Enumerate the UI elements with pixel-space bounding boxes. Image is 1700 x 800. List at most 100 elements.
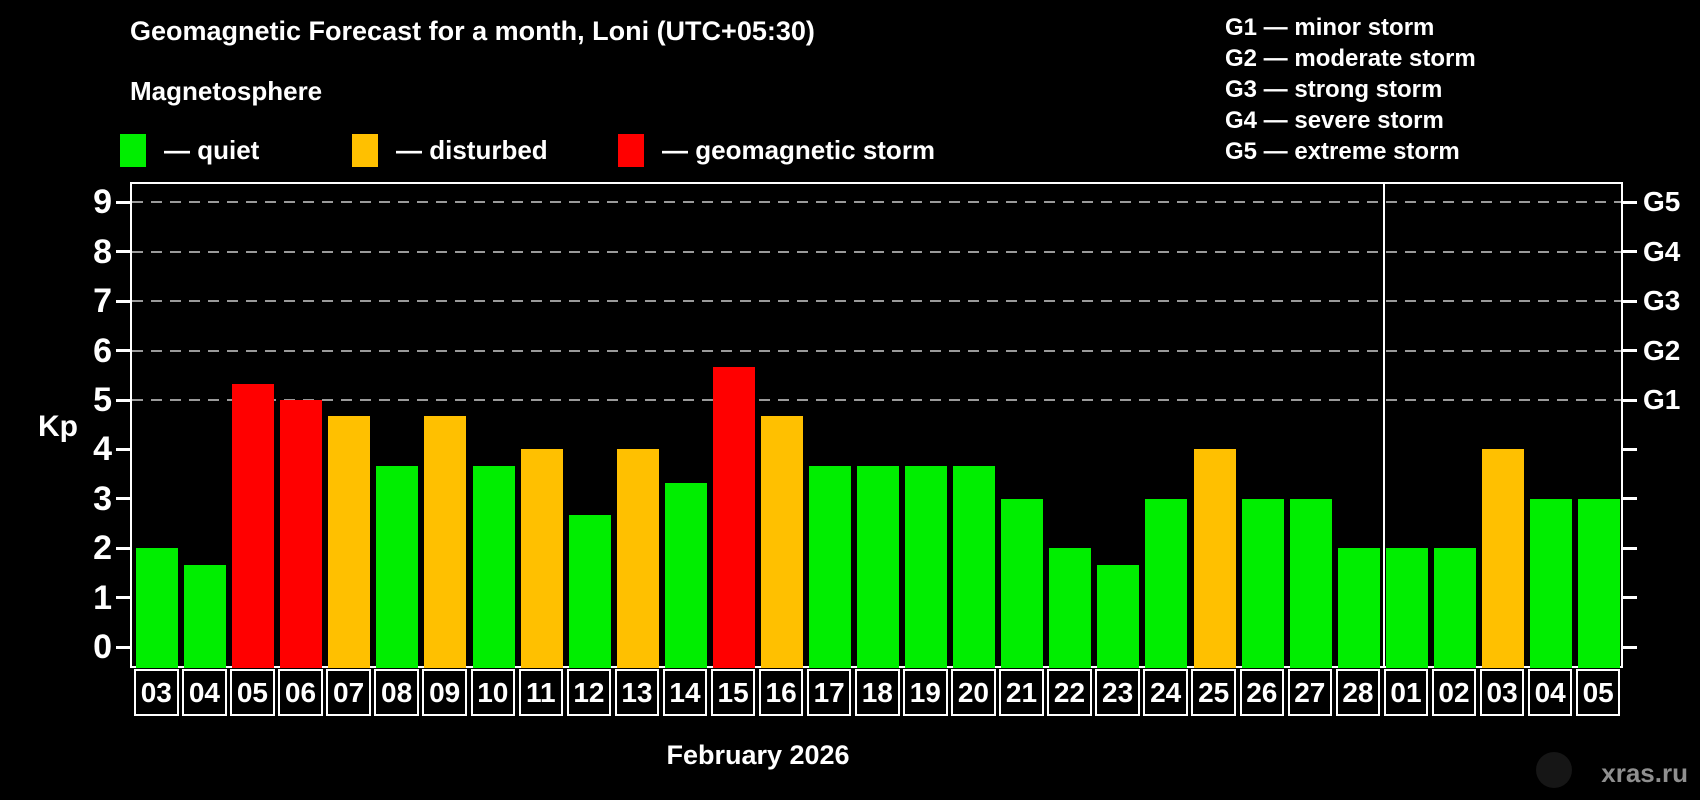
legend-item-disturbed: — disturbed	[352, 133, 548, 167]
kp-bar-28	[1337, 548, 1380, 668]
kp-bar-03	[1481, 449, 1524, 668]
right-axis-label-g4: G4	[1643, 235, 1681, 267]
legend-item-storm: — geomagnetic storm	[618, 133, 935, 167]
kp-bar-04	[184, 564, 227, 668]
right-axis-label-g1: G1	[1643, 384, 1681, 415]
date-label-feb-27: 27	[1287, 669, 1333, 716]
date-label-feb-03: 03	[134, 669, 179, 716]
storm-scale-legend-line: G3 — strong storm	[1225, 76, 1443, 103]
y-axis-tick	[116, 546, 130, 550]
gridline-kp8	[132, 250, 1621, 253]
storm-color-swatch	[618, 133, 644, 167]
y-axis-tick	[116, 596, 130, 600]
date-label-feb-21: 21	[999, 669, 1044, 716]
kp-bar-05	[232, 383, 275, 668]
y-axis-title: Kp	[38, 410, 78, 443]
right-axis-label-g2: G2	[1643, 334, 1681, 366]
y-axis-tick-label: 3	[93, 479, 112, 518]
disturbed-color-swatch	[352, 133, 378, 167]
date-label-feb-04: 04	[182, 669, 227, 716]
kp-bar-26	[1241, 498, 1284, 668]
kp-bar-27	[1289, 498, 1332, 668]
y-axis-tick	[116, 447, 130, 451]
date-label-feb-13: 13	[614, 669, 660, 716]
gridline-kp6	[132, 349, 1621, 352]
date-label-mar-05: 05	[1575, 669, 1621, 716]
kp-bar-25	[1193, 449, 1236, 668]
date-label-feb-10: 10	[470, 669, 516, 716]
right-axis-tick	[1623, 497, 1637, 501]
chart-title: Geomagnetic Forecast for a month, Loni (…	[130, 16, 815, 46]
kp-bar-20	[953, 465, 996, 668]
kp-bar-13	[616, 449, 659, 668]
kp-bar-23	[1097, 564, 1140, 668]
legend-label: — quiet	[164, 134, 260, 165]
right-axis-label-g5: G5	[1643, 186, 1681, 218]
date-label-feb-14: 14	[662, 669, 708, 716]
kp-bar-18	[857, 465, 899, 668]
y-axis-tick-label: 4	[93, 430, 112, 469]
date-label-feb-11: 11	[518, 669, 564, 716]
kp-bar-03	[136, 548, 178, 668]
right-axis-tick	[1623, 596, 1637, 600]
quiet-color-swatch	[120, 133, 146, 167]
right-axis-tick	[1623, 447, 1637, 451]
y-axis-tick-label: 0	[93, 628, 112, 666]
kp-bar-21	[1001, 498, 1044, 668]
kp-bar-02	[1433, 548, 1476, 668]
kp-bar-12	[568, 515, 611, 668]
storm-scale-legend-line: G5 — extreme storm	[1225, 138, 1460, 165]
storm-scale-legend: G1 — minor storm G2 — moderate storm G3 — …	[1225, 12, 1476, 167]
date-label-feb-22: 22	[1047, 669, 1092, 716]
date-label-feb-06: 06	[278, 669, 323, 716]
storm-scale-legend-line: G4 — severe storm	[1225, 107, 1444, 134]
date-label-feb-07: 07	[326, 669, 371, 716]
y-axis-tick	[116, 497, 130, 501]
gridline-kp9	[132, 201, 1621, 204]
right-axis-tick	[1623, 250, 1637, 254]
y-axis-tick	[116, 349, 130, 353]
date-label-feb-18: 18	[855, 669, 900, 716]
date-label-feb-20: 20	[951, 669, 996, 716]
xras-logo	[1536, 752, 1572, 788]
storm-scale-legend-line: G1 — minor storm	[1225, 14, 1435, 41]
date-label-feb-19: 19	[903, 669, 948, 716]
date-label-feb-26: 26	[1239, 669, 1285, 716]
kp-bar-11	[520, 449, 563, 668]
kp-bar-22	[1049, 548, 1092, 668]
date-label-feb-12: 12	[566, 669, 612, 716]
date-label-mar-01: 01	[1383, 669, 1429, 716]
kp-bar-10	[472, 465, 515, 668]
date-label-feb-24: 24	[1143, 669, 1188, 716]
kp-bar-01	[1385, 548, 1428, 668]
y-axis-tick-label: 7	[93, 282, 112, 321]
date-label-mar-03: 03	[1479, 669, 1525, 716]
y-axis-tick	[116, 398, 130, 402]
date-label-mar-02: 02	[1431, 669, 1477, 716]
y-axis-tick-label: 2	[93, 529, 112, 568]
y-axis-tick	[116, 299, 130, 303]
date-label-feb-15: 15	[710, 669, 756, 716]
y-axis-tick	[116, 645, 130, 649]
kp-bar-06	[280, 400, 323, 668]
date-label-feb-09: 09	[422, 669, 467, 716]
kp-bar-17	[808, 465, 851, 668]
y-axis-tick	[116, 250, 130, 254]
kp-bar-14	[664, 482, 707, 668]
legend-label: — geomagnetic storm	[662, 134, 936, 165]
y-axis-tick-label: 9	[93, 183, 112, 222]
gridline-kp5	[132, 399, 1621, 401]
y-axis-tick-label: 1	[93, 578, 112, 617]
date-label-feb-17: 17	[806, 669, 852, 716]
legend-item-quiet: — quiet	[120, 133, 259, 167]
kp-bar-09	[424, 416, 467, 668]
month-separator	[1383, 182, 1385, 668]
kp-bar-04	[1529, 498, 1572, 668]
date-label-feb-05: 05	[230, 669, 275, 716]
kp-bar-05	[1578, 498, 1620, 668]
date-label-feb-08: 08	[374, 669, 419, 716]
watermark-text: xras.ru	[1601, 758, 1688, 788]
right-axis-tick	[1623, 645, 1637, 649]
y-axis-tick-label: 6	[93, 331, 112, 370]
